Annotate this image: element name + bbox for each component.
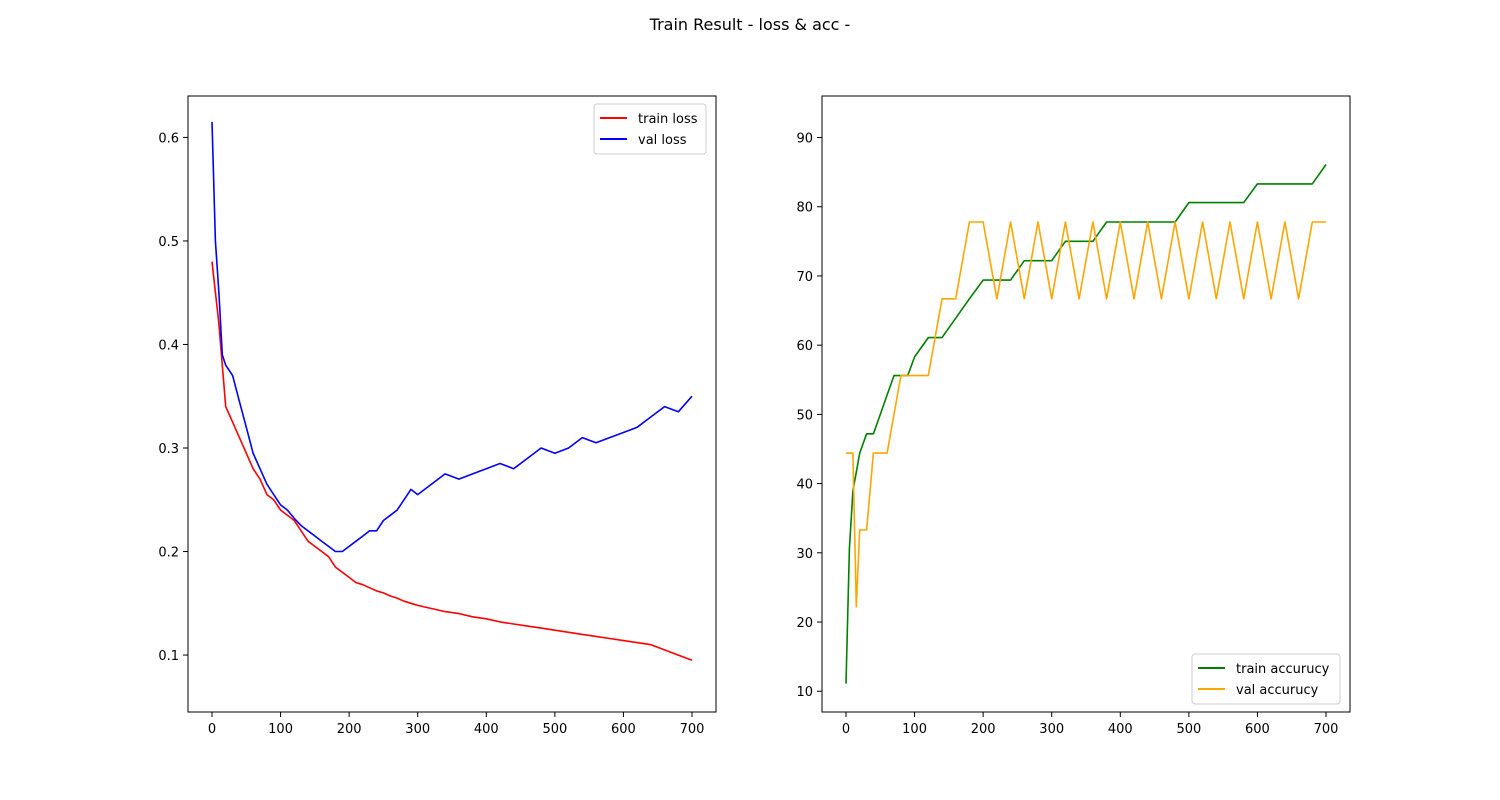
legend-1: train accurucy val accurucy: [1191, 653, 1341, 705]
y-tick-label: 0.4: [158, 338, 179, 353]
legend-0: train loss val loss: [593, 103, 707, 155]
legend-box: [593, 103, 707, 155]
legend-box: [1191, 653, 1341, 705]
x-tick-label: 500: [542, 722, 567, 737]
x-tick-label: 600: [1245, 722, 1270, 737]
y-tick-label: 30: [796, 547, 813, 562]
x-tick-label: 700: [1314, 722, 1339, 737]
x-tick-label: 600: [611, 722, 636, 737]
train-loss-line: [211, 261, 693, 661]
y-tick-label: 0.5: [158, 235, 179, 250]
y-tick-label: 10: [796, 685, 813, 700]
legend-label: val loss: [638, 133, 687, 148]
legend-label: train accurucy: [1236, 662, 1330, 677]
y-tick-label: 0.3: [158, 442, 179, 457]
x-tick-label: 0: [842, 722, 850, 737]
y-tick-label: 40: [796, 478, 813, 493]
x-tick-label: 200: [971, 722, 996, 737]
y-tick-label: 0.1: [158, 649, 179, 664]
y-tick-label: 90: [796, 132, 813, 147]
figure-title: Train Result - loss & acc -: [649, 15, 851, 34]
x-tick-label: 700: [680, 722, 705, 737]
axes-frame-0: [187, 95, 717, 713]
x-tick-label: 0: [208, 722, 216, 737]
x-tick-label: 100: [902, 722, 927, 737]
val-loss-line: [211, 121, 693, 553]
x-tick-label: 400: [1108, 722, 1133, 737]
x-tick-label: 200: [337, 722, 362, 737]
accuracy-chart: 0 100 200 300 400 500 600 700 10 20 30 40 50 60 70 80 90…: [796, 95, 1351, 737]
legend-label: train loss: [638, 112, 698, 127]
axes-frame-1: [821, 95, 1351, 713]
x-tick-label: 100: [268, 722, 293, 737]
y-tick-label: 80: [796, 201, 813, 216]
legend-label: val accurucy: [1236, 683, 1319, 698]
val-accurucy-line: [846, 221, 1326, 608]
y-tick-label: 0.2: [158, 546, 179, 561]
x-tick-label: 300: [1039, 722, 1064, 737]
x-tick-label: 400: [474, 722, 499, 737]
y-tick-label: 0.6: [158, 131, 179, 146]
x-tick-label: 300: [405, 722, 430, 737]
loss-chart: 0 100 200 300 400 500 600 700 0.1 0.2 0.3 0.4 0.5 0.6…: [158, 95, 717, 737]
y-tick-label: 70: [796, 270, 813, 285]
x-tick-label: 500: [1176, 722, 1201, 737]
y-tick-label: 20: [796, 616, 813, 631]
y-tick-label: 50: [796, 408, 813, 423]
y-tick-label: 60: [796, 339, 813, 354]
